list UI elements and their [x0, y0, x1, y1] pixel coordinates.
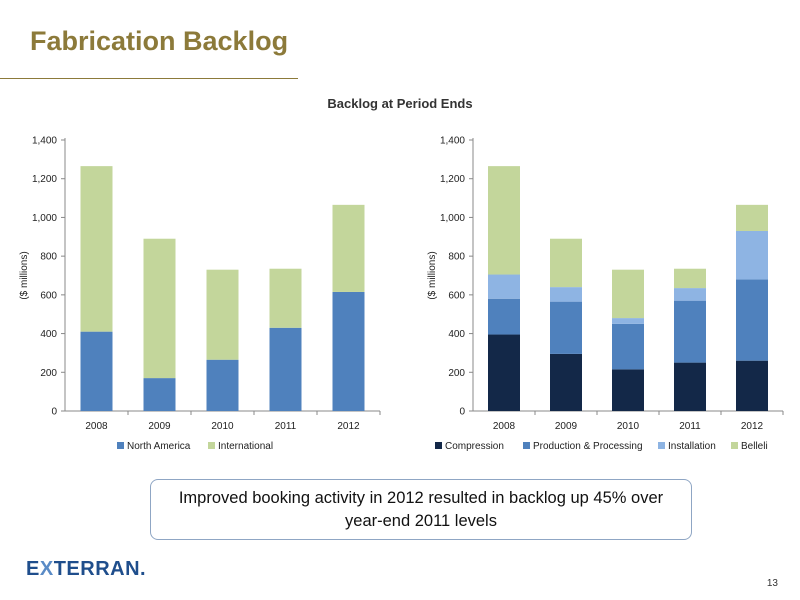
legend-swatch-compression	[435, 442, 442, 449]
y-tick-label: 1,200	[440, 174, 465, 185]
bar-installation-2012	[736, 230, 768, 280]
x-tick-label: 2009	[555, 421, 578, 432]
bar-belleli-2011	[674, 268, 706, 289]
page-number: 13	[766, 578, 778, 589]
legend-swatch-north-america	[117, 442, 124, 449]
bar-international-2009	[143, 238, 176, 379]
legend-label-production-and-processing: Production & Processing	[533, 441, 643, 452]
bar-compression-2008	[488, 334, 520, 411]
y-axis-label: ($ millions)	[427, 251, 438, 299]
bar-belleli-2008	[488, 166, 520, 275]
legend-swatch-belleli	[731, 442, 738, 449]
bar-north-america-2009	[143, 378, 176, 411]
x-tick-label: 2010	[211, 421, 234, 432]
legend-swatch-production-and-processing	[523, 442, 530, 449]
bar-compression-2010	[612, 369, 644, 411]
bar-production-and-processing-2012	[736, 279, 768, 361]
y-tick-label: 0	[459, 407, 465, 418]
y-tick-label: 200	[448, 368, 465, 379]
slide-title: Fabrication Backlog	[30, 26, 289, 56]
callout-box: Improved booking activity in 2012 result…	[150, 479, 692, 540]
bar-production-and-processing-2010	[612, 323, 644, 370]
logo-dot: .	[140, 558, 147, 580]
bar-north-america-2008	[80, 331, 113, 411]
bar-belleli-2009	[550, 238, 582, 288]
y-tick-label: 1,400	[440, 136, 465, 147]
bar-international-2008	[80, 166, 113, 332]
bar-north-america-2010	[206, 359, 239, 411]
legend-label-belleli: Belleli	[741, 441, 768, 452]
exterran-logo: EXTERRAN.	[26, 558, 146, 581]
legend-swatch-international	[208, 442, 215, 449]
bar-belleli-2010	[612, 269, 644, 319]
bar-installation-2008	[488, 274, 520, 299]
x-tick-label: 2011	[679, 421, 701, 432]
y-tick-label: 1,000	[440, 213, 465, 224]
y-tick-label: 600	[448, 290, 465, 301]
legend-label-compression: Compression	[445, 441, 504, 452]
y-tick-label: 1,400	[32, 136, 57, 147]
bar-production-and-processing-2008	[488, 298, 520, 335]
legend-label-north-america: North America	[127, 441, 191, 452]
bar-north-america-2011	[269, 327, 302, 411]
x-tick-label: 2009	[148, 421, 171, 432]
x-tick-label: 2008	[85, 421, 108, 432]
y-tick-label: 600	[40, 290, 57, 301]
x-tick-label: 2011	[275, 421, 297, 432]
legend-swatch-installation	[658, 442, 665, 449]
logo-letter-e: E	[26, 558, 40, 580]
bar-installation-2011	[674, 288, 706, 301]
y-tick-label: 200	[40, 368, 57, 379]
y-tick-label: 400	[448, 329, 465, 340]
callout-text: Improved booking activity in 2012 result…	[178, 488, 664, 530]
backlog-by-product-chart: 0 200 400 600 800 1,000 1,200 1,400 ($ millions)…	[427, 136, 784, 452]
bar-international-2012	[332, 204, 365, 292]
bar-compression-2012	[736, 360, 768, 411]
y-tick-label: 800	[40, 252, 57, 263]
backlog-by-region-chart: 0 200 400 600 800 1,000 1,200 1,400 ($ millions)…	[19, 136, 381, 452]
x-tick-label: 2010	[617, 421, 640, 432]
bar-international-2011	[269, 268, 302, 328]
x-tick-label: 2012	[741, 421, 764, 432]
y-tick-label: 400	[40, 329, 57, 340]
x-tick-label: 2012	[337, 421, 360, 432]
x-tick-label: 2008	[493, 421, 516, 432]
chart-heading: Backlog at Period Ends	[327, 96, 473, 111]
bar-compression-2011	[674, 362, 706, 411]
y-tick-label: 1,000	[32, 213, 57, 224]
y-tick-label: 1,200	[32, 174, 57, 185]
y-axis-label: ($ millions)	[19, 251, 30, 299]
legend-label-installation: Installation	[668, 441, 716, 452]
legend-label-international: International	[218, 441, 273, 452]
bar-international-2010	[206, 269, 239, 360]
logo-text: TERRAN	[53, 558, 141, 580]
title-divider	[0, 78, 298, 79]
bar-compression-2009	[550, 353, 582, 411]
logo-letter-x: X	[39, 558, 54, 580]
bar-installation-2010	[612, 318, 644, 324]
bar-production-and-processing-2009	[550, 301, 582, 354]
bar-production-and-processing-2011	[674, 300, 706, 363]
y-tick-label: 800	[448, 252, 465, 263]
bar-belleli-2012	[736, 204, 768, 231]
bar-installation-2009	[550, 287, 582, 302]
bar-north-america-2012	[332, 291, 365, 411]
y-tick-label: 0	[51, 407, 57, 418]
